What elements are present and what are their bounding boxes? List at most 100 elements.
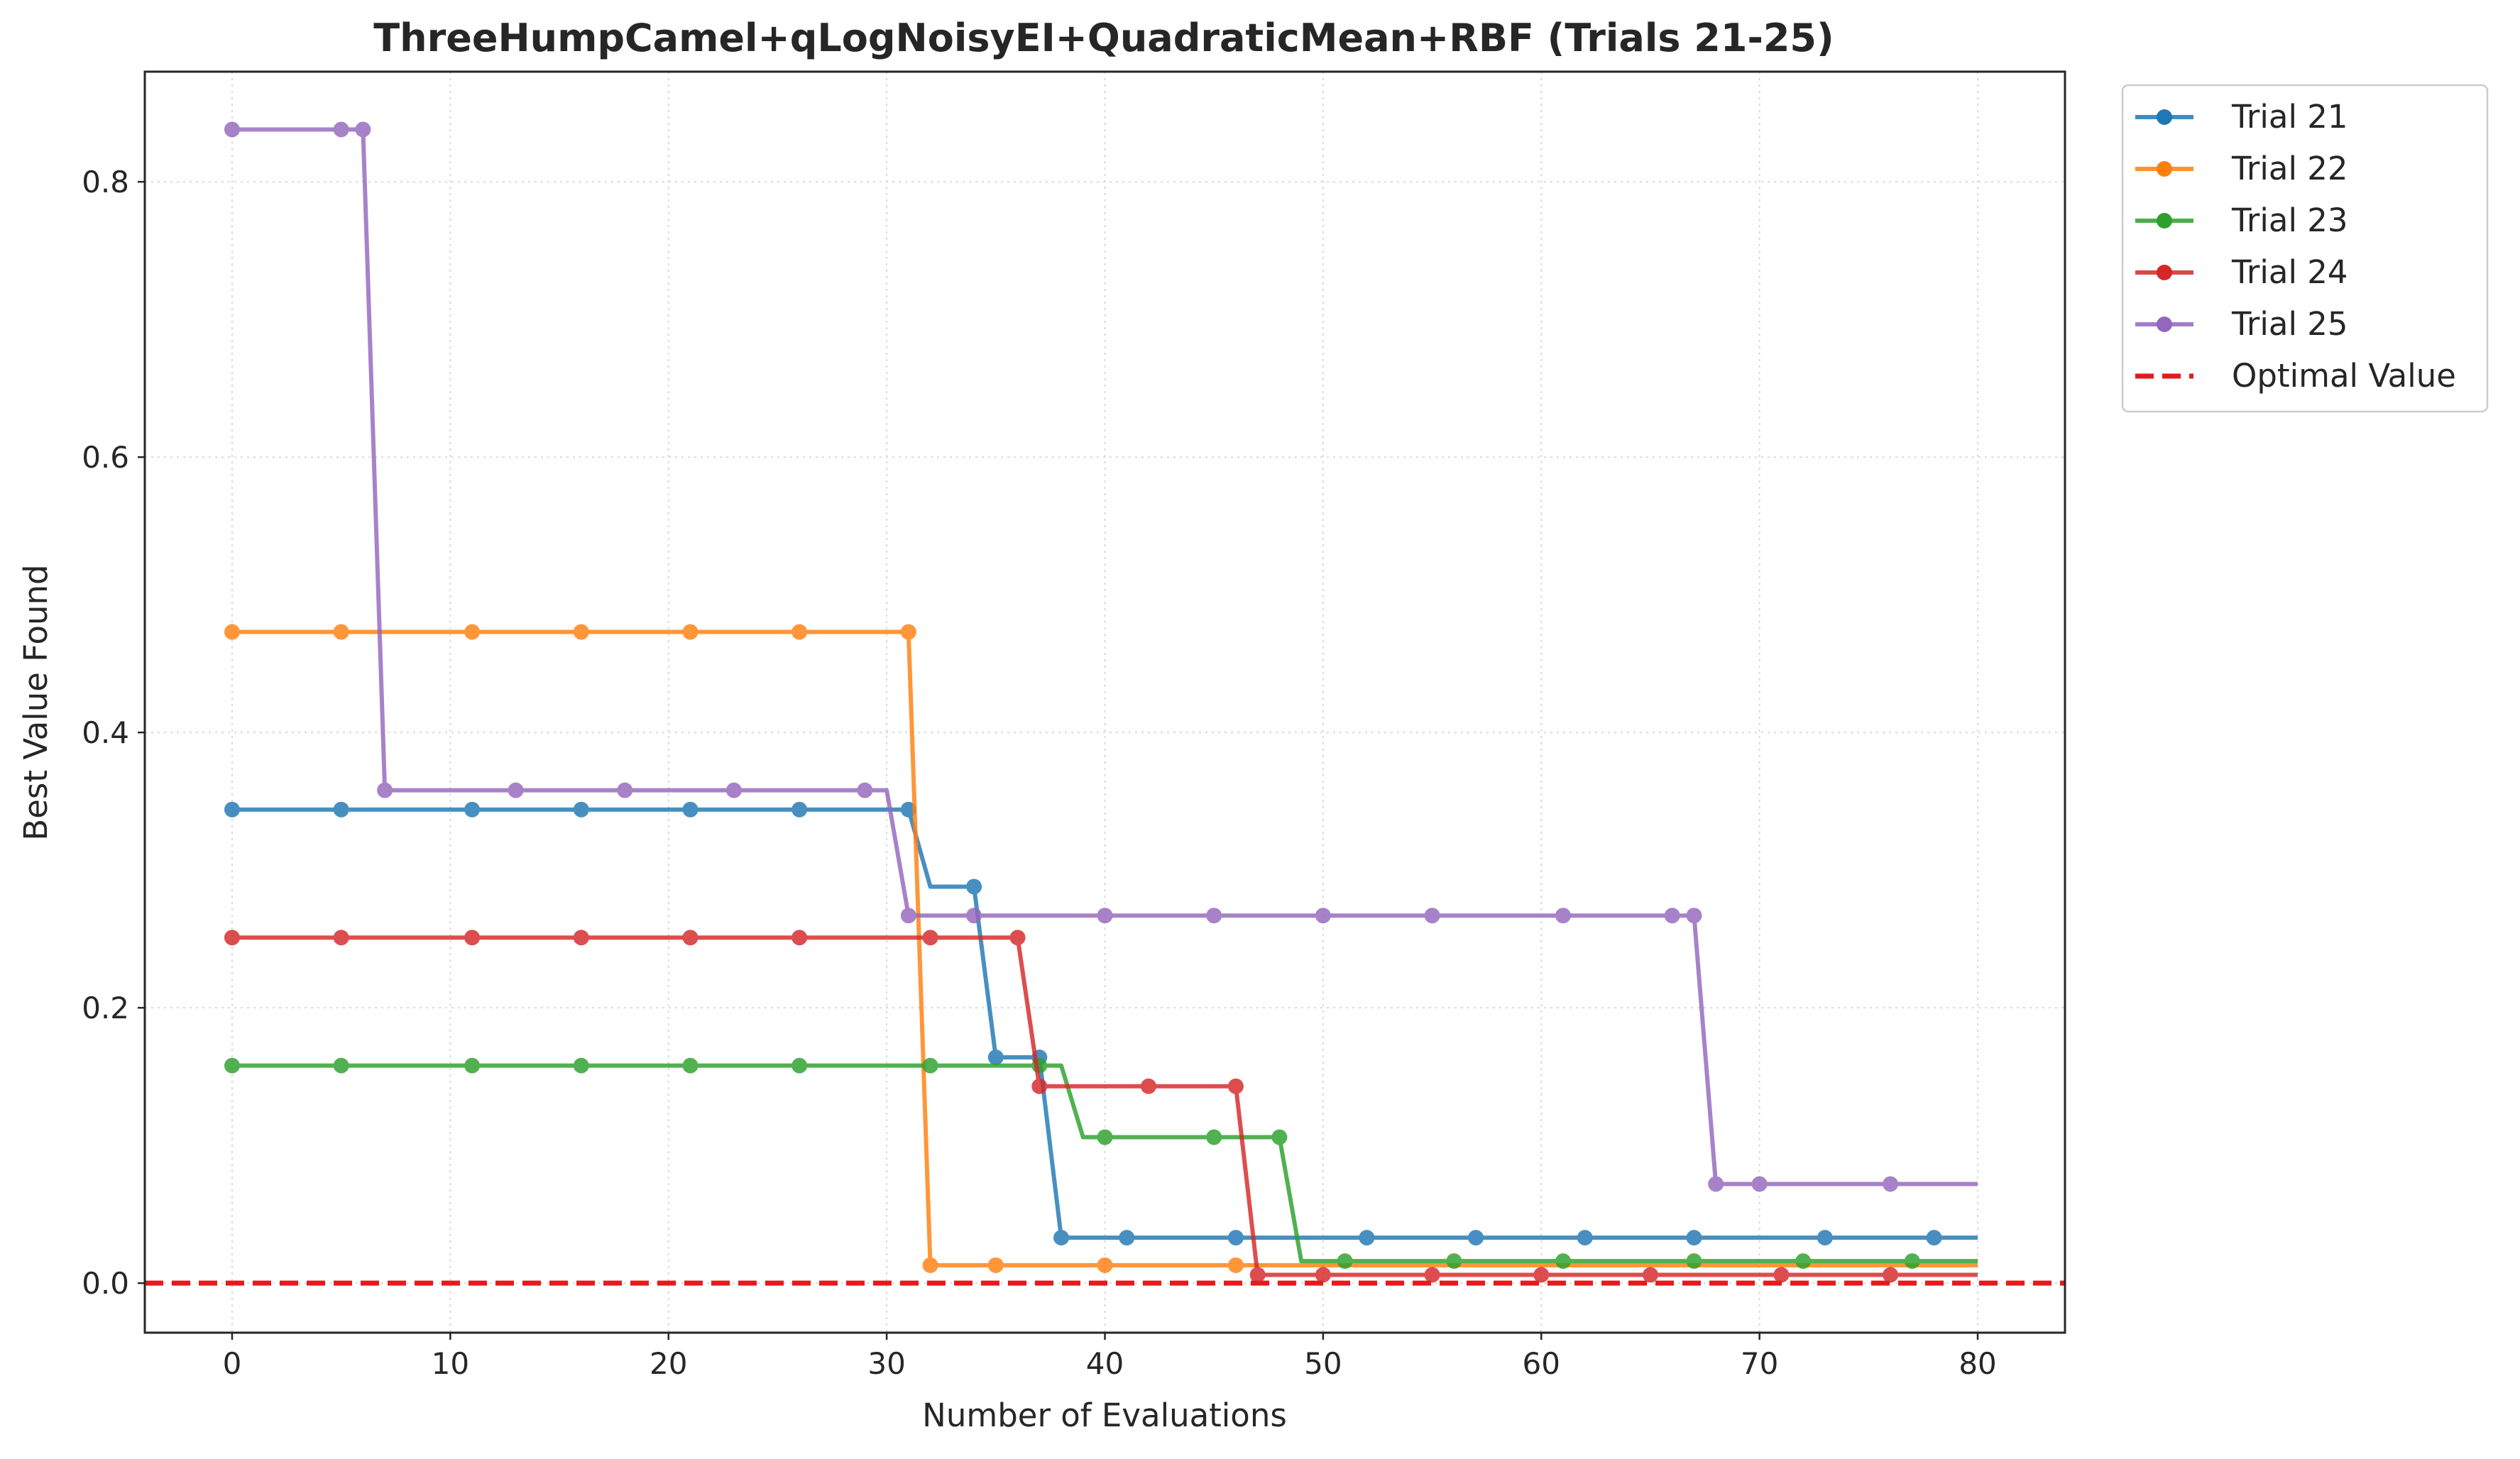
data-point (1533, 1267, 1550, 1283)
data-point (355, 121, 371, 138)
data-point (1708, 1176, 1724, 1192)
data-point (791, 930, 808, 946)
data-point (224, 121, 240, 138)
data-point (1315, 1267, 1331, 1283)
data-point (682, 1057, 699, 1074)
x-tick-label: 60 (1523, 1346, 1560, 1381)
series-trial-25 (224, 121, 1978, 1192)
data-point (900, 908, 916, 924)
x-tick-label: 0 (223, 1346, 242, 1381)
legend-label: Trial 24 (2231, 253, 2348, 291)
series-layer (224, 121, 1978, 1283)
series-trial-22 (224, 624, 1978, 1273)
series-trial-24 (224, 930, 1978, 1283)
legend-entry: Trial 23 (2135, 202, 2348, 239)
data-point (1446, 1253, 1462, 1270)
data-point (1642, 1267, 1658, 1283)
ticks: 0 10 20 30 40 50 60 70 80 0.0 0.2 0.4 0.6 0.8 (82, 165, 1997, 1381)
y-axis-label: Best Value Found (17, 564, 55, 840)
legend-marker (2157, 161, 2172, 177)
data-point (1795, 1253, 1812, 1270)
data-point (1206, 1129, 1222, 1145)
data-point (464, 624, 481, 640)
data-point (1097, 1257, 1113, 1273)
data-point (1337, 1253, 1353, 1270)
data-point (508, 782, 524, 798)
data-point (1751, 1176, 1768, 1192)
data-point (922, 1257, 938, 1273)
x-tick-label: 50 (1304, 1346, 1342, 1381)
legend-box (2121, 84, 2489, 413)
x-axis-label: Number of Evaluations (922, 1397, 1287, 1434)
x-tick-label: 40 (1086, 1346, 1124, 1381)
data-point (224, 930, 240, 946)
data-point (333, 624, 349, 640)
data-point (900, 624, 916, 640)
data-point (1227, 1078, 1244, 1094)
data-point (922, 930, 938, 946)
data-point (682, 930, 699, 946)
chart-title: ThreeHumpCamel+qLogNoisyEI+QuadraticMean… (373, 16, 1834, 60)
y-tick-label: 0.2 (82, 991, 129, 1025)
data-point (791, 1057, 808, 1074)
data-point (573, 624, 589, 640)
data-point (224, 1057, 240, 1074)
data-point (682, 801, 699, 817)
data-point (333, 801, 349, 817)
data-point (1097, 1129, 1113, 1145)
data-point (1883, 1176, 1899, 1192)
data-point (987, 1257, 1004, 1273)
data-point (377, 782, 393, 798)
data-point (966, 908, 982, 924)
data-point (464, 930, 481, 946)
y-tick-label: 0.0 (82, 1266, 129, 1301)
data-point (1227, 1230, 1244, 1246)
x-tick-label: 10 (432, 1346, 469, 1381)
data-point (1904, 1253, 1920, 1270)
data-point (1249, 1267, 1266, 1283)
legend-marker (2157, 213, 2172, 229)
data-point (1271, 1129, 1288, 1145)
data-point (1686, 1230, 1702, 1246)
legend-label: Trial 23 (2231, 202, 2348, 239)
data-point (1031, 1078, 1048, 1094)
data-point (1424, 908, 1440, 924)
y-tick-label: 0.4 (82, 715, 129, 750)
legend-entry: Trial 25 (2135, 305, 2348, 343)
data-point (966, 879, 982, 895)
series-trial-23 (224, 1057, 1978, 1270)
data-point (1686, 1253, 1702, 1270)
legend-label: Trial 25 (2231, 305, 2348, 343)
data-point (573, 801, 589, 817)
legend-marker (2157, 109, 2172, 125)
data-point (333, 121, 349, 138)
data-point (333, 930, 349, 946)
x-tick-label: 70 (1741, 1346, 1778, 1381)
data-point (573, 930, 589, 946)
legend-label: Trial 22 (2231, 150, 2348, 187)
legend-entry: Trial 21 (2135, 98, 2348, 136)
data-point (1315, 908, 1331, 924)
data-point (987, 1050, 1004, 1066)
data-point (1359, 1230, 1375, 1246)
legend-marker (2157, 316, 2172, 332)
data-point (224, 624, 240, 640)
data-point (1773, 1267, 1790, 1283)
legend-entry: Trial 22 (2135, 150, 2348, 187)
data-point (617, 782, 633, 798)
data-point (1926, 1230, 1942, 1246)
data-point (1883, 1267, 1899, 1283)
data-point (922, 1057, 938, 1074)
data-point (857, 782, 873, 798)
data-point (1424, 1267, 1440, 1283)
x-tick-label: 20 (650, 1346, 687, 1381)
data-point (1817, 1230, 1833, 1246)
data-point (1664, 908, 1680, 924)
data-point (1053, 1230, 1070, 1246)
legend-entry: Trial 24 (2135, 253, 2348, 291)
x-tick-label: 80 (1959, 1346, 1996, 1381)
data-point (791, 801, 808, 817)
data-point (725, 782, 742, 798)
data-point (224, 801, 240, 817)
